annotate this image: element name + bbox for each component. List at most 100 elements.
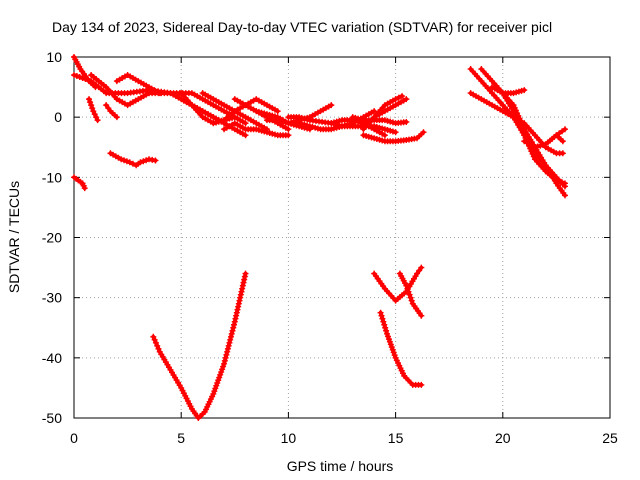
data-point: [406, 291, 413, 298]
y-tick-label: -20: [42, 230, 62, 246]
data-point: [140, 158, 147, 165]
data-series: [553, 132, 566, 145]
axis-ticks: [73, 56, 611, 419]
data-point: [118, 156, 125, 163]
data-series: [150, 270, 249, 421]
data-point: [561, 180, 568, 187]
data-series: [263, 102, 335, 127]
data-point: [382, 324, 389, 331]
data-point: [418, 312, 425, 319]
data-point: [229, 327, 236, 334]
data-series: [521, 126, 568, 151]
data-point: [408, 297, 415, 304]
data-point: [225, 342, 232, 349]
data-point: [221, 357, 228, 364]
data-point: [559, 179, 566, 186]
data-point: [404, 285, 411, 292]
data-point: [559, 138, 566, 145]
data-series: [103, 102, 120, 121]
data-point: [403, 96, 410, 103]
data-point: [285, 126, 292, 133]
y-axis-label: SDTVAR / TECUs: [6, 181, 22, 293]
data-point: [377, 309, 384, 316]
data-point: [231, 114, 238, 121]
data-point: [213, 382, 220, 389]
data-point: [218, 369, 225, 376]
data-point: [242, 132, 249, 139]
x-axis-label: GPS time / hours: [287, 458, 394, 474]
data-point: [121, 157, 128, 164]
data-point: [123, 158, 130, 165]
data-point: [224, 345, 231, 352]
data-point: [559, 150, 566, 157]
y-tick-label: -50: [42, 410, 62, 426]
data-series: [86, 96, 101, 124]
data-point: [154, 342, 161, 349]
data-point: [242, 270, 249, 277]
data-point: [231, 321, 238, 328]
data-point: [274, 108, 281, 115]
data-point: [403, 282, 410, 289]
data-point: [521, 87, 528, 94]
data-series: [371, 264, 425, 304]
chart-title: Day 134 of 2023, Sidereal Day-to-day VTE…: [52, 19, 552, 35]
data-point: [79, 75, 86, 82]
data-point: [86, 96, 93, 103]
data-point: [87, 99, 94, 106]
data-point: [90, 108, 97, 115]
data-point: [223, 351, 230, 358]
data-layer: [71, 54, 568, 421]
data-point: [405, 288, 412, 295]
data-point: [94, 117, 101, 124]
y-tick-label: 0: [54, 109, 62, 125]
data-point: [228, 330, 235, 337]
data-point: [371, 108, 378, 115]
data-point: [328, 102, 335, 109]
data-point: [88, 102, 95, 109]
x-tick-label: 10: [281, 430, 297, 446]
x-tick-label: 25: [602, 430, 618, 446]
data-point: [71, 72, 77, 79]
data-point: [227, 336, 234, 343]
data-point: [211, 388, 218, 395]
data-point: [216, 374, 223, 381]
data-point: [150, 333, 157, 340]
data-series: [113, 72, 163, 97]
data-point: [152, 157, 159, 164]
x-tick-label: 20: [495, 430, 511, 446]
data-point: [81, 185, 88, 192]
data-point: [418, 381, 425, 388]
data-point: [418, 264, 425, 271]
tick-labels: 0 5 10 15 20 25 -50 -40 -30 -20 -10 0 10: [42, 49, 618, 446]
data-point: [395, 94, 402, 101]
data-point: [212, 385, 219, 392]
data-point: [399, 93, 406, 100]
y-tick-label: -30: [42, 290, 62, 306]
data-point: [217, 371, 224, 378]
data-point: [561, 192, 568, 199]
data-point: [392, 96, 399, 103]
data-point: [378, 312, 385, 319]
data-series: [371, 96, 410, 121]
data-series: [377, 309, 425, 388]
data-point: [414, 270, 421, 277]
data-point: [221, 360, 228, 367]
data-point: [103, 102, 110, 109]
data-point: [215, 377, 222, 384]
data-point: [381, 132, 388, 139]
data-point: [561, 126, 568, 133]
data-point: [85, 77, 92, 84]
data-point: [91, 111, 98, 118]
y-tick-label: -10: [42, 169, 62, 185]
data-point: [210, 390, 217, 397]
data-point: [383, 327, 390, 334]
x-tick-label: 15: [388, 430, 404, 446]
data-point: [76, 74, 83, 81]
data-point: [380, 318, 387, 325]
data-point: [152, 339, 159, 346]
data-point: [151, 336, 158, 343]
data-point: [214, 379, 221, 386]
data-point: [242, 120, 249, 127]
data-series: [107, 150, 159, 169]
